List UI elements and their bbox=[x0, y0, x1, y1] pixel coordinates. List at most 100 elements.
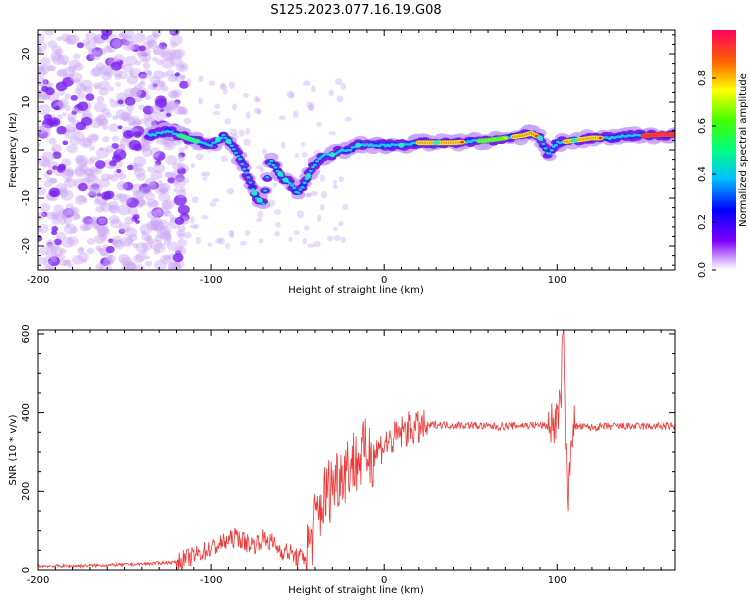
snr-y-axis: 0 200 400 600 bbox=[21, 324, 675, 573]
spectrogram-noise-blob bbox=[333, 235, 341, 242]
spectrogram-noise-blob bbox=[42, 79, 49, 85]
spectrogram-noise-blob bbox=[128, 122, 135, 127]
spectrogram-noise-blob bbox=[108, 254, 114, 259]
spectrogram-ridge-cell bbox=[223, 136, 228, 140]
spectrogram-noise-blob bbox=[102, 243, 109, 249]
spectrogram-noise-blob bbox=[177, 224, 186, 232]
spectrogram-noise-blob bbox=[179, 80, 189, 89]
spectrogram-noise-blob bbox=[79, 137, 93, 149]
spectrogram-noise-blob bbox=[81, 109, 92, 118]
spectrogram-noise-blob bbox=[142, 40, 153, 49]
spectrogram-ridge-cell bbox=[408, 143, 413, 146]
spectrogram-noise-blob bbox=[166, 241, 179, 251]
spectrogram-ridge-cell bbox=[607, 137, 612, 141]
spectrogram-noise-blob bbox=[87, 158, 95, 165]
spectrogram-noise-blob bbox=[342, 203, 349, 210]
spectrogram-noise-blob bbox=[118, 253, 130, 264]
spectrogram-noise-blob bbox=[136, 203, 144, 209]
spectrogram-noise-blob bbox=[326, 235, 334, 242]
spectrogram-noise-blob bbox=[46, 169, 53, 175]
spectrogram-noise-blob bbox=[319, 204, 325, 211]
spectrogram-noise-blob bbox=[154, 234, 164, 243]
colorbar-tick-label: 0.2 bbox=[697, 214, 708, 230]
spectrogram-noise-blob bbox=[255, 164, 263, 170]
spectrogram-noise-blob bbox=[165, 155, 178, 166]
spectrogram-noise-blob bbox=[51, 230, 58, 236]
spectrogram-noise-blob bbox=[49, 177, 57, 184]
spectrogram-ridge-cell bbox=[301, 183, 308, 188]
spectrogram-noise-blob bbox=[144, 255, 150, 260]
spectrogram-noise-blob bbox=[123, 88, 136, 99]
spectrogram-noise-blob bbox=[83, 86, 93, 94]
spectrogram-noise-blob bbox=[62, 208, 75, 218]
spectrogram-noise-blob bbox=[55, 48, 64, 56]
spectrogram-noise-blob bbox=[38, 64, 50, 75]
spectrogram-noise-blob bbox=[103, 67, 115, 77]
spectrogram-noise-blob bbox=[162, 199, 176, 210]
snr-x-tick-label: 0 bbox=[381, 575, 387, 586]
spectrogram-noise-blob bbox=[164, 100, 178, 111]
spectrogram-noise-blob bbox=[46, 211, 57, 220]
spectrogram-noise-blob bbox=[147, 40, 158, 49]
spectrogram-noise-blob bbox=[229, 128, 238, 136]
spectrogram-noise-blob bbox=[46, 64, 54, 71]
spectrogram-noise-blob bbox=[132, 254, 144, 264]
spectrogram-noise-blob bbox=[176, 229, 186, 237]
spectrogram-noise-blob bbox=[127, 40, 139, 50]
spectrogram-noise-blob bbox=[174, 101, 180, 107]
spectrogram-noise-blob bbox=[152, 83, 158, 88]
spectrogram-noise-blob bbox=[95, 115, 108, 126]
spectrogram-noise-blob bbox=[170, 49, 183, 60]
spectrogram-noise-blob bbox=[335, 78, 343, 85]
spectrogram-noise-blob bbox=[84, 167, 95, 177]
spectrogram-noise-blob bbox=[224, 243, 230, 249]
spectrogram-noise-blob bbox=[198, 75, 204, 83]
spectrogram-noise-blob bbox=[137, 81, 146, 88]
spectrogram-noise-blob bbox=[344, 116, 352, 122]
spectrogram-noise-blob bbox=[148, 181, 159, 190]
spectrogram-noise-blob bbox=[258, 238, 264, 244]
spectrogram-noise-blob bbox=[212, 110, 221, 115]
spectrogram-noise-blob bbox=[302, 80, 311, 86]
spectrogram-noise-blob bbox=[163, 140, 176, 151]
spectrogram-ridge-cell bbox=[221, 133, 226, 137]
spectrogram-noise-blob bbox=[308, 105, 314, 112]
spectrogram-noise-blob bbox=[177, 156, 185, 163]
spectrogram-noise-blob bbox=[97, 113, 107, 122]
spectrogram-noise-blob bbox=[146, 210, 158, 220]
spectrogram-noise-blob bbox=[98, 80, 111, 91]
spectrogram-noise-blob bbox=[95, 245, 103, 251]
colorbar-label: Normalized spectral amplitude bbox=[738, 73, 749, 227]
spectrogram-noise-blob bbox=[51, 147, 56, 152]
spectrogram-noise-blob bbox=[39, 65, 46, 71]
spectrogram-noise-blob bbox=[142, 105, 154, 115]
spectrogram-y-tick-label: 0 bbox=[21, 147, 32, 153]
spectrogram-noise-blob bbox=[98, 233, 108, 241]
spectrogram-noise-blob bbox=[109, 215, 120, 224]
spectrogram-noise-blob bbox=[169, 214, 176, 220]
spectrogram-noise-blob bbox=[65, 169, 75, 177]
spectrogram-noise-blob bbox=[64, 105, 72, 111]
spectrogram-noise-blob bbox=[136, 51, 144, 58]
spectrogram-noise-blob bbox=[178, 64, 186, 70]
spectrogram-noise-blob bbox=[90, 68, 101, 78]
spectrogram-noise-blob bbox=[47, 241, 53, 247]
spectrogram-noise-blob bbox=[147, 238, 155, 245]
spectrogram-y-axis-label: Frequency (Hz) bbox=[8, 112, 19, 188]
spectrogram-noise-blob bbox=[147, 201, 153, 206]
spectrogram-noise-blob bbox=[151, 207, 164, 218]
spectrogram-noise-blob bbox=[109, 205, 118, 213]
spectrogram-noise-blob bbox=[139, 73, 147, 80]
spectrogram-noise-blob bbox=[328, 131, 336, 136]
spectrogram-noise-blob bbox=[172, 89, 182, 98]
spectrogram-noise-blob bbox=[77, 183, 88, 192]
spectrogram-noise-blob bbox=[245, 127, 251, 135]
spectrogram-noise-blob bbox=[65, 223, 71, 228]
spectrogram-noise-blob bbox=[138, 104, 145, 110]
spectrogram-noise-blob bbox=[48, 266, 56, 270]
spectrogram-x-axis: -200 -100 0 100 bbox=[27, 30, 662, 286]
spectrogram-noise-blob bbox=[169, 55, 183, 67]
spectrogram-noise-blob bbox=[56, 36, 62, 41]
spectrogram-ridge-cell bbox=[271, 163, 276, 167]
spectrogram-noise-blob bbox=[232, 103, 237, 111]
